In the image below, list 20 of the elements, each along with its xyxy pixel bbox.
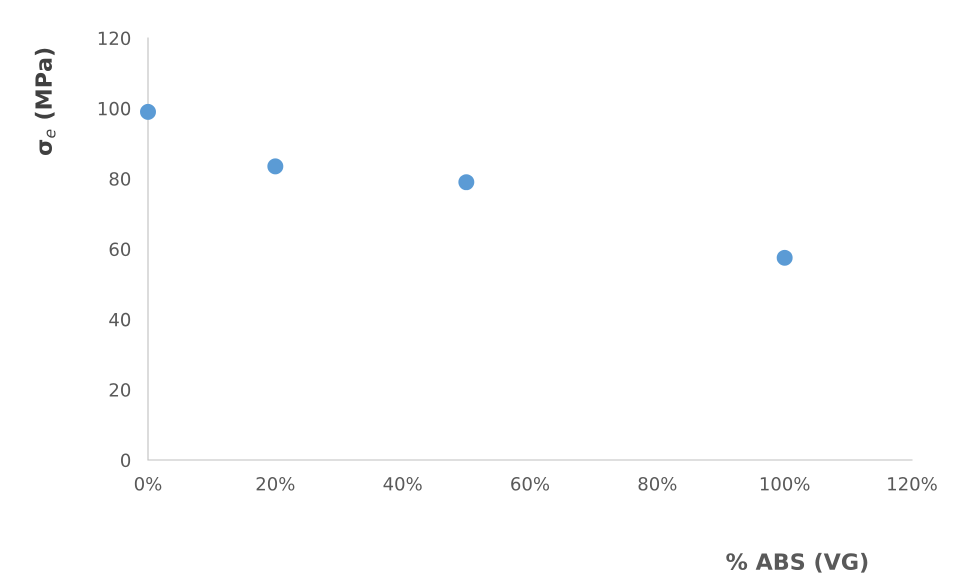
point — [458, 174, 474, 190]
x-tick-label: 120% — [888, 476, 937, 491]
point — [267, 158, 284, 174]
x-tick-label: 60% — [511, 476, 550, 491]
y-tick-label: 120 — [98, 31, 130, 46]
y-tick-label: 40 — [109, 312, 130, 326]
x-tick-label: 80% — [638, 476, 676, 491]
y-tick-label: 20 — [110, 383, 130, 397]
point — [776, 250, 793, 266]
x-tick-label: 20% — [256, 476, 294, 491]
x-tick-label: 0% — [134, 476, 162, 491]
x-tick-label: 40% — [383, 476, 422, 491]
y-tick-label: 100 — [98, 102, 130, 116]
point — [140, 104, 156, 120]
x-axis-title: % ABS (VG) — [726, 552, 868, 573]
y-axis-title: σ$_{e}$ (MPa) — [34, 48, 56, 156]
y-tick-label: 60 — [110, 242, 130, 256]
x-tick-label: 100% — [760, 476, 810, 491]
y-tick-label: 80 — [110, 172, 130, 186]
y-tick-label: 0 — [121, 453, 130, 468]
